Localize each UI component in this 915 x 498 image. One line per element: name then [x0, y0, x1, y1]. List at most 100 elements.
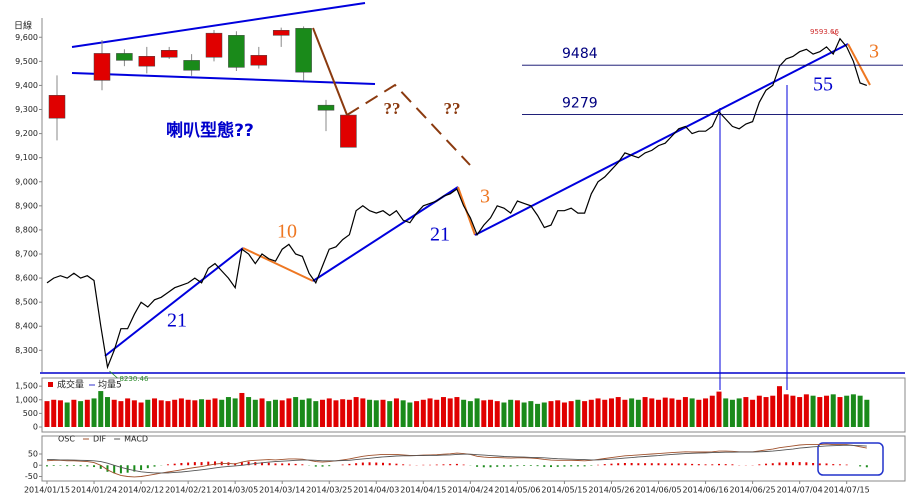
osc-bar	[388, 463, 391, 466]
y-tick-label: 0	[33, 423, 38, 432]
volume-bar	[51, 399, 57, 427]
volume-bar	[608, 398, 614, 427]
trend-line	[474, 43, 849, 236]
osc-bar	[153, 465, 156, 467]
y-tick-label: 8,500	[15, 298, 38, 307]
volume-bar	[407, 402, 413, 427]
legend-label: DIF	[93, 435, 107, 444]
legend-label: OSC	[58, 435, 75, 444]
candle-body	[138, 56, 156, 67]
osc-bar	[556, 465, 559, 467]
legend-label: 均量5	[98, 379, 122, 391]
osc-bar	[455, 463, 458, 466]
volume-bar	[91, 398, 97, 427]
osc-bar	[247, 461, 250, 466]
osc-bar	[140, 465, 143, 470]
candle-body	[228, 35, 245, 68]
osc-bar	[328, 465, 331, 467]
projection-line	[346, 83, 471, 166]
osc-bar	[476, 465, 479, 467]
volume-bar	[521, 402, 527, 427]
volume-bar	[615, 397, 621, 427]
volume-bar	[635, 399, 641, 427]
annotation: 10	[277, 221, 297, 243]
osc-bar	[670, 463, 673, 466]
osc-bar	[287, 463, 290, 466]
volume-bar	[44, 401, 50, 427]
osc-bar	[442, 464, 445, 466]
x-tick-label: 2014/06/25	[730, 486, 776, 495]
legend-swatch	[48, 382, 53, 387]
y-tick-label: 500	[23, 409, 38, 418]
volume-bar	[776, 386, 782, 427]
x-tick-label: 2014/07/04	[777, 486, 823, 495]
osc-bar	[664, 463, 667, 466]
volume-bar	[393, 398, 399, 427]
volume-bar	[380, 399, 386, 427]
price-line	[46, 37, 868, 370]
volume-bar	[272, 399, 278, 427]
osc-bar	[496, 465, 499, 467]
osc-bar	[630, 463, 633, 466]
volume-bar	[454, 397, 460, 427]
data-label: 8230.46	[119, 375, 148, 383]
osc-bar	[691, 463, 694, 466]
volume-bar	[514, 400, 520, 427]
macd-frame	[41, 435, 906, 482]
osc-bar	[818, 463, 821, 466]
osc-bar	[180, 463, 183, 466]
volume-bar	[837, 397, 843, 427]
osc-bar	[623, 463, 626, 466]
y-tick-label: 9,300	[15, 105, 38, 114]
osc-bar	[832, 464, 835, 466]
osc-bar	[361, 462, 364, 466]
y-tick-label: 1,000	[15, 395, 38, 404]
volume-bar	[78, 401, 84, 427]
volume-bar	[346, 399, 352, 427]
candle-body	[48, 95, 66, 119]
x-tick-label: 2014/02/21	[165, 486, 211, 495]
osc-bar	[812, 463, 815, 466]
osc-bar	[758, 464, 761, 466]
volume-bar	[488, 399, 494, 427]
volume-bar	[629, 398, 635, 427]
volume-bar	[320, 399, 326, 427]
volume-bar	[373, 400, 379, 427]
osc-bar	[119, 465, 122, 474]
candle-body	[116, 53, 133, 61]
volume-bar	[467, 401, 473, 427]
volume-bar	[588, 399, 594, 427]
osc-bar	[724, 464, 727, 466]
volume-bar	[212, 398, 218, 427]
osc-bar	[113, 465, 116, 474]
volume-bar	[501, 402, 507, 427]
volume-bar	[864, 399, 870, 427]
volume-bar	[561, 402, 567, 427]
volume-bar	[709, 395, 715, 427]
osc-bar	[348, 463, 351, 466]
annotation: ??	[384, 99, 401, 118]
osc-bar	[778, 462, 781, 466]
x-tick-label: 2014/04/03	[353, 486, 399, 495]
y-tick-label: 9,500	[15, 57, 38, 66]
x-tick-label: 2014/04/15	[400, 486, 446, 495]
osc-bar	[173, 463, 176, 466]
osc-bar	[859, 465, 862, 467]
osc-bar	[72, 465, 75, 466]
volume-bar	[252, 399, 258, 427]
osc-bar	[281, 463, 284, 466]
osc-bar	[536, 465, 539, 467]
osc-bar	[805, 462, 808, 466]
volume-bar	[360, 398, 366, 427]
osc-bar	[489, 465, 492, 468]
volume-bar	[649, 398, 655, 427]
osc-bar	[314, 465, 317, 467]
volume-bar	[400, 400, 406, 427]
volume-bar	[152, 398, 158, 427]
chart-title: 日線	[14, 20, 32, 32]
data-label-pointer	[831, 31, 839, 37]
x-tick-label: 2014/01/24	[71, 486, 117, 495]
osc-bar	[845, 464, 848, 466]
volume-bar	[689, 398, 695, 427]
